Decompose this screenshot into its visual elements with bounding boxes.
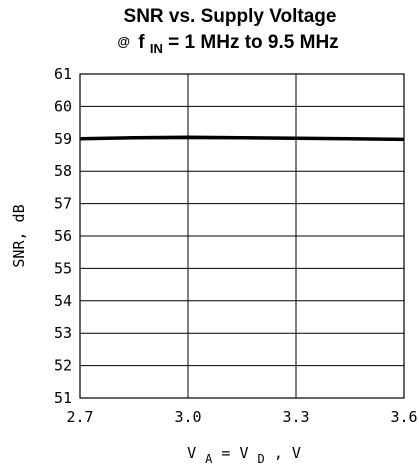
xlabel-sub1: A: [205, 452, 213, 466]
y-tick-label: 59: [54, 130, 72, 148]
y-tick-label: 61: [54, 65, 72, 83]
xlabel-mid: = V: [221, 444, 248, 462]
x-tick-label: 2.7: [66, 408, 93, 426]
y-tick-label: 60: [54, 97, 72, 115]
xlabel-v1: V: [187, 444, 196, 462]
y-tick-labels: 51 52 53 54 55 56 57 58 59 60 61: [54, 65, 72, 407]
x-tick-labels: 2.7 3.0 3.3 3.6: [66, 408, 417, 426]
chart-subtitle: @ f IN = 1 MHz to 9.5 MHz: [117, 30, 338, 58]
x-tick-label: 3.6: [390, 408, 417, 426]
y-tick-label: 56: [54, 227, 72, 245]
y-axis-label: SNR, dB: [10, 204, 28, 267]
x-tick-label: 3.3: [282, 408, 309, 426]
y-tick-label: 55: [54, 259, 72, 277]
y-tick-label: 54: [54, 292, 72, 310]
y-tick-label: 58: [54, 162, 72, 180]
subtitle-sub: IN: [150, 41, 163, 56]
y-tick-label: 57: [54, 195, 72, 213]
subtitle-at: @: [117, 34, 130, 49]
grid-lines: [80, 74, 404, 398]
chart-title: SNR vs. Supply Voltage: [124, 6, 337, 27]
x-tick-label: 3.0: [174, 408, 201, 426]
subtitle-rest: = 1 MHz to 9.5 MHz: [168, 32, 339, 53]
series-layer: [79, 135, 405, 142]
xlabel-tail: , V: [274, 444, 301, 462]
xlabel-sub2: D: [258, 452, 265, 466]
x-axis-label: V A = V D , V: [187, 444, 301, 467]
y-tick-label: 51: [54, 389, 72, 407]
y-tick-label: 52: [54, 357, 72, 375]
y-tick-label: 53: [54, 324, 72, 342]
series-line: [79, 135, 405, 142]
subtitle-f: f: [138, 32, 145, 53]
